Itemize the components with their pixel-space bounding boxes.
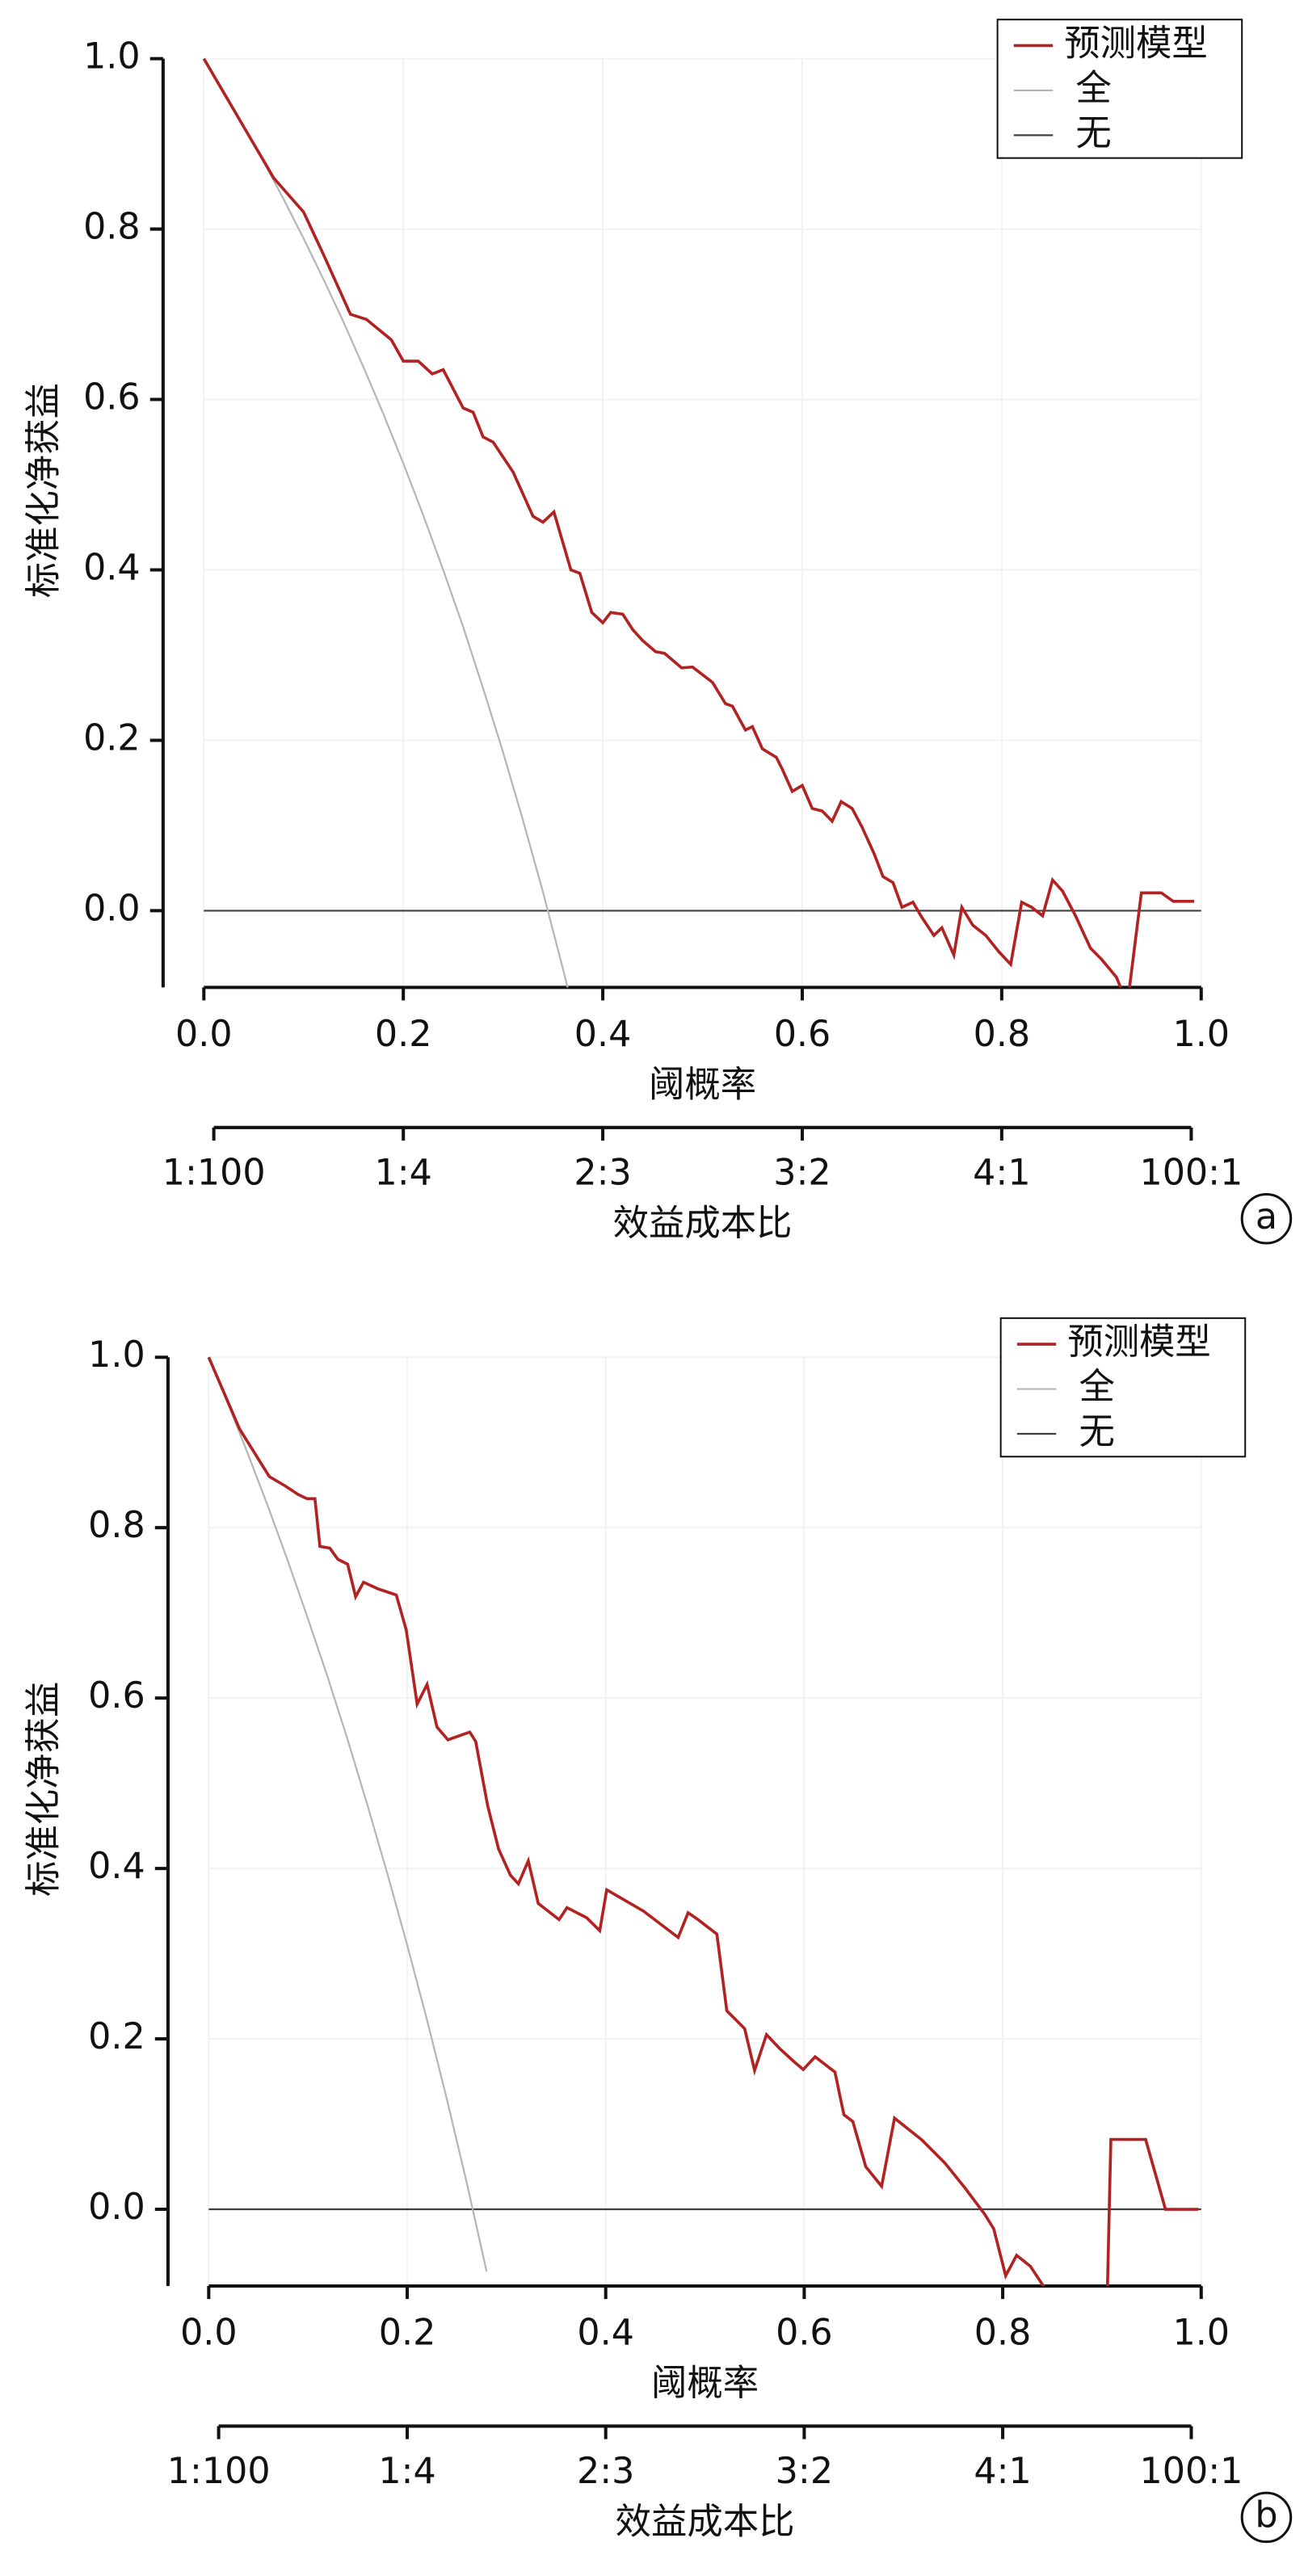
y-tick-label: 1.0 — [88, 1334, 145, 1376]
y-tick-label: 0.4 — [88, 1846, 145, 1887]
y-tick-label: 0.2 — [88, 2016, 145, 2057]
legend-label: 全 — [1075, 68, 1111, 109]
x2-tick-label: 1:100 — [167, 2451, 271, 2492]
y-tick-label: 0.8 — [88, 1505, 145, 1546]
y-tick-label: 0.0 — [88, 2187, 145, 2228]
series-line — [207, 1356, 1199, 2286]
x2-tick-label: 100:1 — [1140, 2451, 1243, 2492]
panel: 0.0 0.2 0.4 0.6 0.8 1.0 0.0 0.2 0.4 0.6 0.8 1.0 阈概率 1… — [23, 1317, 1293, 2544]
y-tick-label: 0.4 — [83, 547, 141, 588]
x-axis-label: 阈概率 — [649, 1064, 756, 1105]
x-tick-label: 0.4 — [574, 1014, 632, 1055]
x-tick-label: 1.0 — [1172, 2312, 1230, 2353]
x2-tick-label: 3:2 — [773, 1152, 831, 1193]
panel-label-circle — [1240, 2491, 1293, 2544]
panel-label: a — [1256, 1196, 1277, 1238]
legend-label: 预测模型 — [1067, 1322, 1210, 1363]
panel-label: b — [1255, 2494, 1277, 2536]
series-line — [202, 57, 1195, 988]
x2-tick-label: 2:3 — [577, 2451, 634, 2492]
x2-tick-label: 1:4 — [378, 2451, 435, 2492]
legend-label: 无 — [1079, 1411, 1114, 1452]
panel-label-circle — [1240, 1193, 1293, 1245]
x2-tick-label: 1:4 — [374, 1152, 431, 1193]
y-tick-label: 0.6 — [83, 377, 141, 418]
y-tick-label: 0.6 — [88, 1675, 145, 1717]
x2-tick-label: 3:2 — [776, 2451, 833, 2492]
x2-tick-label: 4:1 — [974, 2451, 1031, 2492]
y-tick-label: 0.2 — [83, 717, 141, 759]
x-tick-label: 0.4 — [577, 2312, 634, 2353]
x2-tick-label: 4:1 — [973, 1152, 1030, 1193]
x2-axis-label: 效益成本比 — [613, 1203, 793, 1244]
y-tick-label: 1.0 — [83, 36, 141, 78]
x-tick-label: 0.0 — [180, 2312, 238, 2353]
series-line — [203, 58, 569, 988]
x-tick-label: 0.2 — [375, 1014, 432, 1055]
legend-label: 全 — [1079, 1367, 1114, 1408]
x2-axis-label: 效益成本比 — [616, 2501, 795, 2542]
series-line — [208, 1356, 488, 2272]
x-tick-label: 1.0 — [1172, 1014, 1230, 1055]
x2-tick-label: 100:1 — [1139, 1152, 1243, 1193]
x-tick-label: 0.6 — [776, 2312, 833, 2353]
x2-tick-label: 2:3 — [574, 1152, 631, 1193]
y-axis-label: 标准化净获益 — [23, 383, 65, 598]
x2-tick-label: 1:100 — [162, 1152, 266, 1193]
legend-label: 预测模型 — [1064, 23, 1207, 64]
x-tick-label: 0.8 — [974, 2312, 1032, 2353]
x-tick-label: 0.0 — [175, 1014, 233, 1055]
y-tick-label: 0.8 — [83, 207, 141, 248]
x-tick-label: 0.8 — [974, 1014, 1031, 1055]
x-tick-label: 0.2 — [379, 2312, 436, 2353]
y-tick-label: 0.0 — [83, 888, 141, 929]
legend-label: 无 — [1075, 112, 1111, 153]
x-tick-label: 0.6 — [774, 1014, 831, 1055]
y-axis-label: 标准化净获益 — [23, 1682, 65, 1897]
panel: 0.0 0.2 0.4 0.6 0.8 1.0 0.0 0.2 0.4 0.6 0.8 1.0 阈概率 1… — [23, 19, 1293, 1245]
x-axis-label: 阈概率 — [651, 2363, 759, 2404]
